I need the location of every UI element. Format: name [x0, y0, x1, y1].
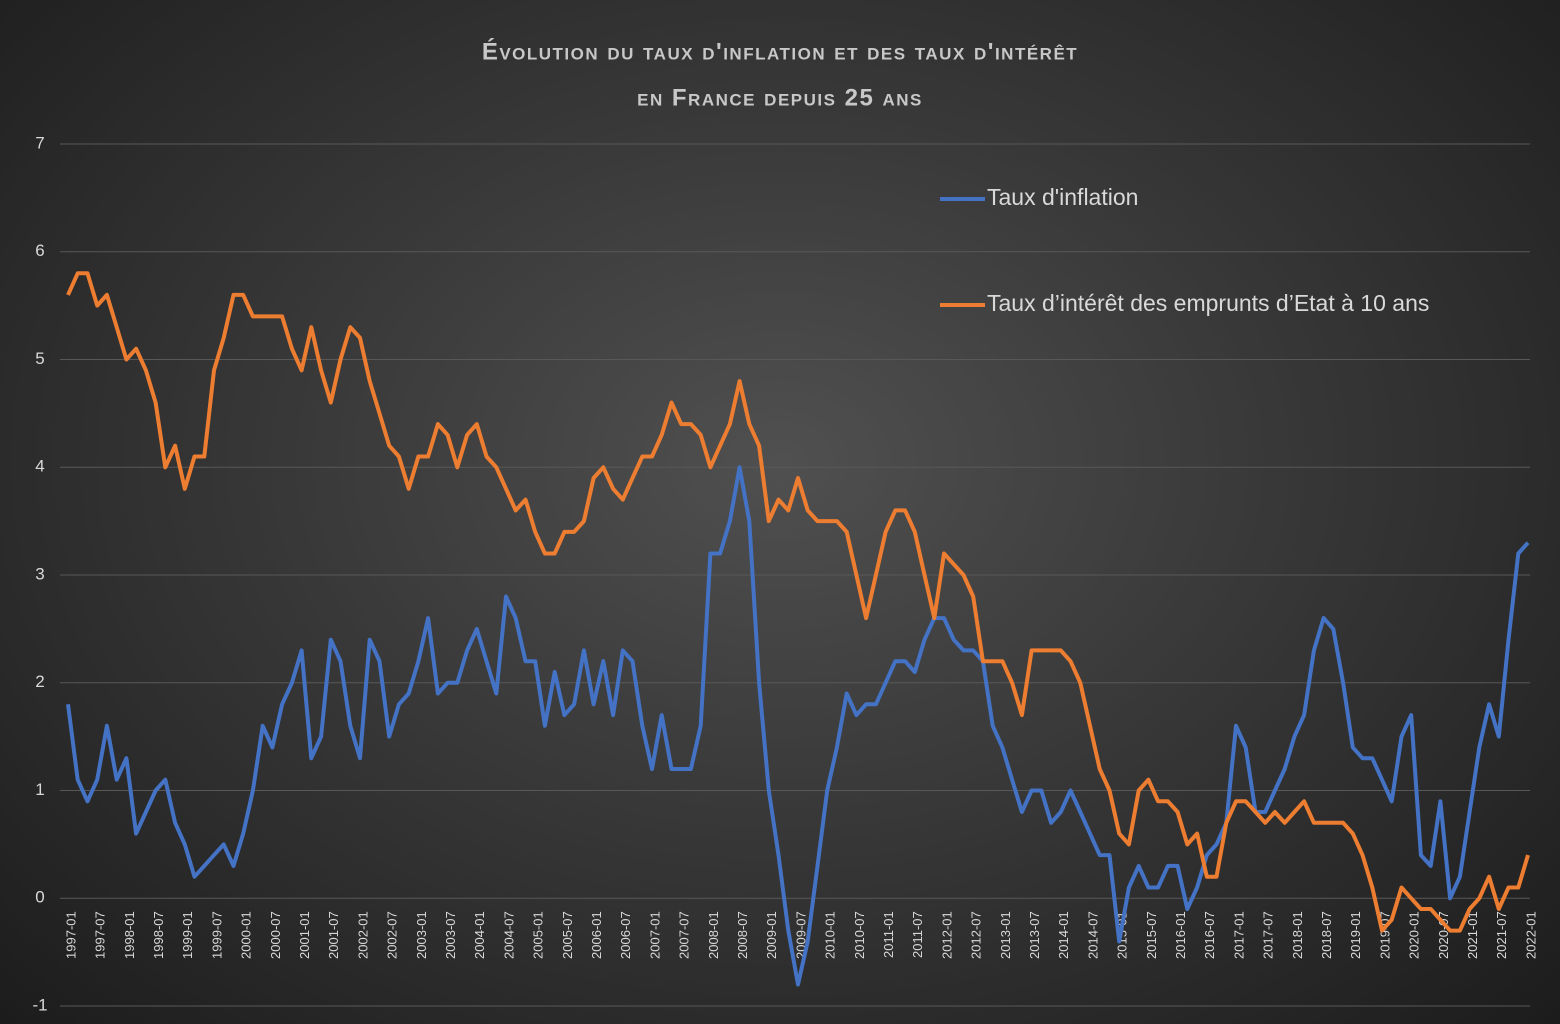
x-tick-label: 2005-07: [560, 911, 575, 959]
x-tick-label: 2010-01: [823, 911, 838, 959]
x-tick-label: 1999-07: [209, 911, 224, 959]
x-tick-label: 2011-07: [910, 911, 925, 958]
x-tick-label: 2021-07: [1494, 911, 1509, 959]
x-tick-label: 2013-07: [1027, 911, 1042, 959]
x-tick-label: 2008-07: [735, 911, 750, 959]
x-tick-label: 2008-01: [706, 911, 721, 959]
x-tick-label: 2006-01: [589, 911, 604, 959]
x-tick-label: 2013-01: [998, 911, 1013, 959]
x-tick-label: 2014-01: [1056, 911, 1071, 959]
x-tick-label: 2001-07: [326, 911, 341, 959]
x-tick-label: 1998-07: [151, 911, 166, 959]
x-tick-label: 1997-07: [93, 911, 108, 959]
x-tick-label: 2002-07: [385, 911, 400, 959]
x-tick-label: 2016-07: [1202, 911, 1217, 959]
x-tick-label: 2016-01: [1173, 911, 1188, 959]
x-tick-label: 2017-07: [1261, 911, 1276, 959]
x-tick-label: 2020-07: [1436, 911, 1451, 959]
x-tick-label: 2007-07: [677, 911, 692, 959]
x-tick-label: 2015-07: [1144, 911, 1159, 959]
x-tick-label: 2021-01: [1465, 911, 1480, 959]
x-tick-label: 1999-01: [180, 911, 195, 959]
series-line: [66, 465, 1530, 987]
y-tick-label: 4: [35, 457, 44, 476]
x-tick-label: 2012-01: [939, 911, 954, 959]
x-tick-label: 2001-01: [297, 911, 312, 959]
x-tick-label: 2017-01: [1231, 911, 1246, 959]
x-tick-label: 2022-01: [1523, 911, 1538, 959]
x-tick-label: 2004-01: [472, 911, 487, 959]
y-tick-label: 0: [35, 888, 44, 907]
y-tick-label: 2: [35, 672, 44, 691]
legend-label: Taux d’intérêt des emprunts d’Etat à 10 …: [987, 290, 1429, 316]
x-tick-label: 1998-01: [122, 911, 137, 959]
x-tick-label: 2004-07: [501, 911, 516, 959]
x-tick-label: 2014-07: [1085, 911, 1100, 959]
chart-title: Évolution du taux d'inflation et des tau…: [482, 37, 1078, 65]
x-tick-label: 2005-01: [531, 911, 546, 959]
x-tick-label: 2012-07: [969, 911, 984, 959]
legend-label: Taux d'inflation: [987, 184, 1138, 210]
series-line: [66, 271, 1530, 933]
y-tick-label: -1: [32, 995, 47, 1014]
y-tick-label: 7: [35, 133, 44, 152]
x-tick-label: 2000-01: [239, 911, 254, 959]
x-tick-label: 2010-07: [852, 911, 867, 959]
x-tick-label: 2020-01: [1407, 911, 1422, 959]
x-tick-label: 2007-01: [647, 911, 662, 959]
x-tick-label: 1997-01: [63, 911, 78, 959]
x-tick-label: 2009-01: [764, 911, 779, 959]
chart-title: en France depuis 25 ans: [637, 84, 923, 111]
x-tick-label: 2011-01: [881, 911, 896, 958]
x-tick-label: 2002-01: [355, 911, 370, 959]
y-tick-label: 1: [35, 780, 44, 799]
x-tick-label: 2018-01: [1290, 911, 1305, 959]
y-tick-label: 5: [35, 349, 44, 368]
x-tick-label: 2018-07: [1319, 911, 1334, 959]
y-tick-label: 6: [35, 241, 44, 260]
x-tick-label: 2003-07: [443, 911, 458, 959]
x-tick-label: 2003-01: [414, 911, 429, 959]
x-tick-label: 2006-07: [618, 911, 633, 959]
x-tick-label: 2000-07: [268, 911, 283, 959]
y-tick-label: 3: [35, 564, 44, 583]
x-tick-label: 2019-01: [1348, 911, 1363, 959]
